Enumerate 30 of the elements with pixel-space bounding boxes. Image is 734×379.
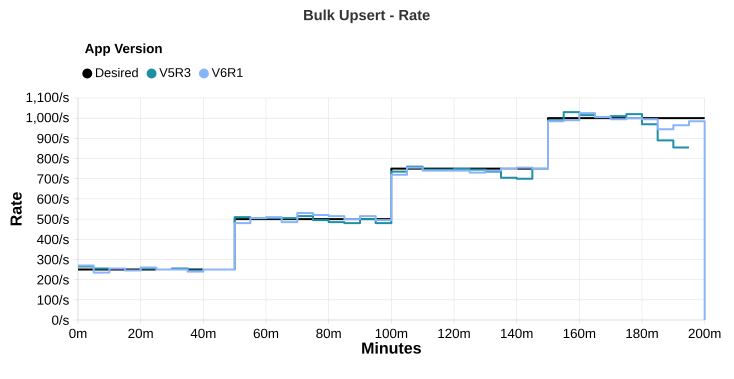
x-tick-label: 100m <box>376 328 408 338</box>
y-tick-label: 900/s <box>37 133 69 144</box>
y-axis-title: Rate <box>10 192 22 226</box>
x-tick-label: 80m <box>316 328 341 338</box>
x-tick-label: 200m <box>688 328 720 338</box>
x-axis-title: Minutes <box>362 342 421 354</box>
x-tick-label: 120m <box>438 328 470 338</box>
x-tick-label: 40m <box>190 328 216 338</box>
chart-title: Bulk Upsert - Rate <box>304 10 430 24</box>
y-tick-label: 300/s <box>37 254 69 264</box>
y-tick-label: 1,000/s <box>26 112 69 124</box>
x-tick-label: 160m <box>564 328 596 338</box>
legend-label: V5R3 <box>159 68 190 78</box>
legend-title: App Version <box>85 43 162 56</box>
y-tick-label: 400/s <box>36 234 69 244</box>
y-tick-label: 500/s <box>37 214 69 224</box>
y-tick-label: 200/s <box>37 274 69 285</box>
y-tick-label: 600/s <box>37 194 69 204</box>
y-tick-label: 800/s <box>37 154 69 164</box>
legend-label: Desired <box>96 68 138 78</box>
legend-label: V6R1 <box>212 68 243 78</box>
x-tick-label: 20m <box>128 328 153 338</box>
y-tick-label: 0/s <box>52 315 69 325</box>
x-tick-label: 0m <box>69 328 86 338</box>
y-tick-label: 100/s <box>38 294 69 305</box>
x-tick-label: 60m <box>254 328 278 338</box>
x-tick-label: 180m <box>626 328 658 338</box>
x-tick-label: 140m <box>501 328 532 338</box>
y-tick-label: 700/s <box>37 174 69 184</box>
y-tick-label: 1,100/s <box>26 92 69 104</box>
